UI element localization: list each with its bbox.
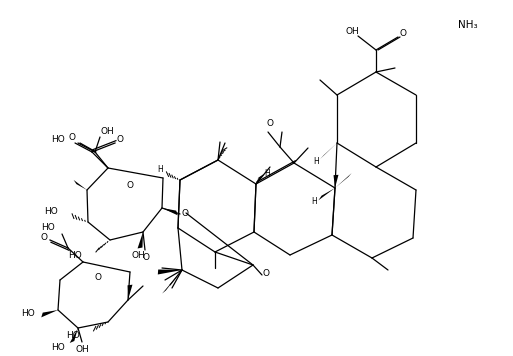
Polygon shape xyxy=(41,310,58,318)
Text: O: O xyxy=(69,134,75,142)
Text: HO: HO xyxy=(51,136,65,145)
Polygon shape xyxy=(320,143,337,159)
Text: OH: OH xyxy=(75,346,89,355)
Text: O: O xyxy=(41,232,48,241)
Polygon shape xyxy=(319,188,335,200)
Text: O: O xyxy=(127,180,133,189)
Text: OH: OH xyxy=(100,126,114,136)
Text: H: H xyxy=(313,157,319,167)
Text: HO: HO xyxy=(66,330,80,340)
Text: O: O xyxy=(266,120,273,129)
Text: O: O xyxy=(116,136,124,145)
Polygon shape xyxy=(162,270,182,294)
Text: HO: HO xyxy=(21,309,35,318)
Text: OH: OH xyxy=(345,26,359,36)
Polygon shape xyxy=(128,285,132,300)
Text: O: O xyxy=(94,273,102,283)
Text: HO: HO xyxy=(44,208,58,216)
Text: O: O xyxy=(143,253,149,262)
Text: O: O xyxy=(400,28,406,37)
Text: HO: HO xyxy=(41,224,55,232)
Text: O: O xyxy=(263,268,269,277)
Polygon shape xyxy=(335,173,351,188)
Text: H: H xyxy=(311,198,317,206)
Polygon shape xyxy=(137,232,143,248)
Text: HO: HO xyxy=(68,251,82,260)
Text: OH: OH xyxy=(131,251,145,260)
Polygon shape xyxy=(162,208,178,215)
Text: NH₃: NH₃ xyxy=(458,20,478,30)
Text: HO: HO xyxy=(51,344,65,352)
Text: H: H xyxy=(264,168,270,178)
Text: H: H xyxy=(157,166,163,174)
Text: O: O xyxy=(182,209,188,218)
Polygon shape xyxy=(158,269,182,274)
Polygon shape xyxy=(73,180,87,190)
Polygon shape xyxy=(70,328,78,343)
Polygon shape xyxy=(333,175,339,188)
